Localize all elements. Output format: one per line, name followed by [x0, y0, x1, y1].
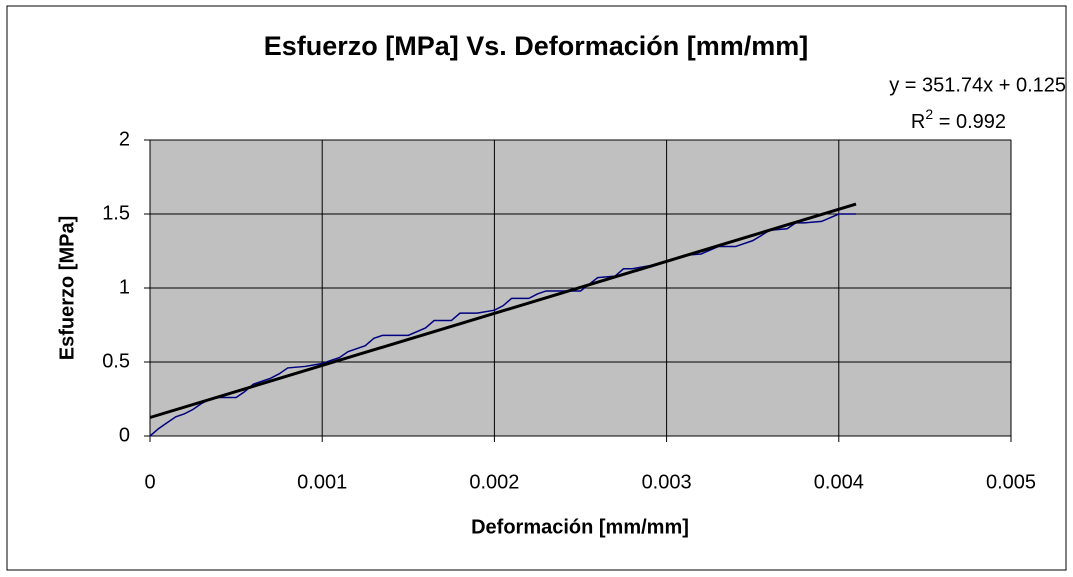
- chart-title: Esfuerzo [MPa] Vs. Deformación [mm/mm]: [264, 31, 809, 61]
- y-axis-title: Esfuerzo [MPa]: [56, 216, 78, 360]
- y-tick-label: 1: [119, 276, 130, 298]
- x-tick-label: 0: [144, 471, 155, 493]
- data-line: [149, 213, 857, 437]
- y-tick-label: 0.5: [102, 350, 130, 372]
- y-tick-label: 2: [119, 128, 130, 150]
- trendline: [149, 202, 857, 419]
- x-tick-label: 0.004: [814, 471, 864, 493]
- x-axis-title: Deformación [mm/mm]: [471, 516, 689, 538]
- r2-sup: 2: [925, 106, 933, 122]
- r2-rest: = 0.992: [933, 111, 1006, 133]
- x-tick-label: 0.002: [469, 471, 519, 493]
- y-tick-label: 1.5: [102, 202, 130, 224]
- r-squared: R2 = 0.992: [911, 106, 1006, 134]
- r2-base: R: [911, 111, 925, 133]
- x-tick-label: 0.001: [297, 471, 347, 493]
- x-tick-label: 0.003: [642, 471, 692, 493]
- y-tick-label: 0: [119, 424, 130, 446]
- x-tick-label: 0.005: [986, 471, 1036, 493]
- trendline-equation: y = 351.74x + 0.125: [889, 74, 1066, 96]
